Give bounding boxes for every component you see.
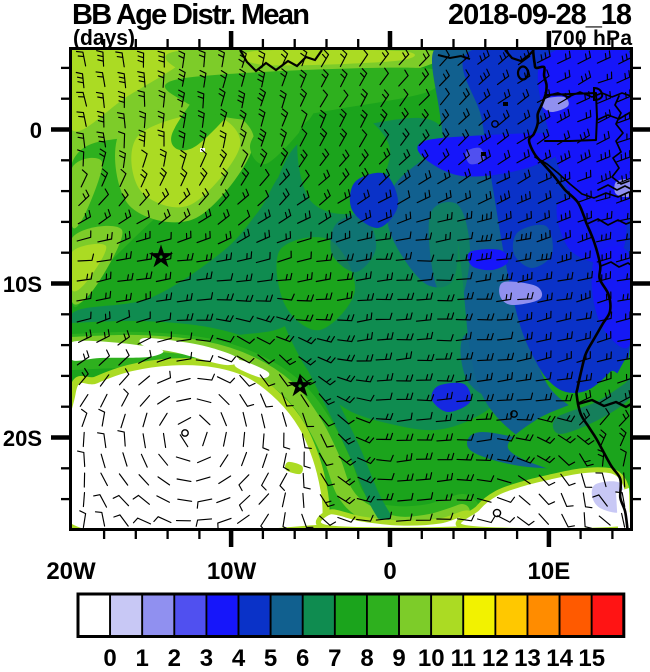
svg-text:11: 11 — [451, 645, 476, 667]
svg-text:0: 0 — [103, 645, 116, 667]
svg-text:2: 2 — [168, 645, 181, 667]
svg-text:12: 12 — [482, 645, 509, 667]
svg-text:5: 5 — [264, 645, 277, 667]
svg-text:10W: 10W — [207, 558, 257, 585]
svg-text:14: 14 — [546, 645, 573, 667]
svg-text:8: 8 — [360, 645, 373, 667]
svg-text:BB Age Distr. Mean: BB Age Distr. Mean — [72, 0, 310, 31]
svg-text:10: 10 — [418, 645, 445, 667]
svg-text:700 hPa: 700 hPa — [551, 27, 632, 50]
svg-text:(days): (days) — [73, 25, 135, 50]
svg-text:15: 15 — [578, 645, 605, 667]
svg-text:20S: 20S — [3, 426, 42, 451]
svg-text:4: 4 — [232, 645, 246, 667]
svg-text:0: 0 — [30, 118, 42, 143]
svg-text:3: 3 — [200, 645, 213, 667]
svg-text:2018-09-28_18: 2018-09-28_18 — [448, 0, 632, 31]
svg-text:0: 0 — [383, 558, 396, 585]
svg-text:9: 9 — [392, 645, 405, 667]
svg-text:1: 1 — [136, 645, 149, 667]
svg-text:7: 7 — [328, 645, 341, 667]
svg-text:13: 13 — [514, 645, 541, 667]
svg-text:10E: 10E — [528, 558, 571, 585]
svg-text:10S: 10S — [3, 272, 42, 297]
svg-text:6: 6 — [296, 645, 309, 667]
svg-text:20W: 20W — [46, 558, 96, 585]
